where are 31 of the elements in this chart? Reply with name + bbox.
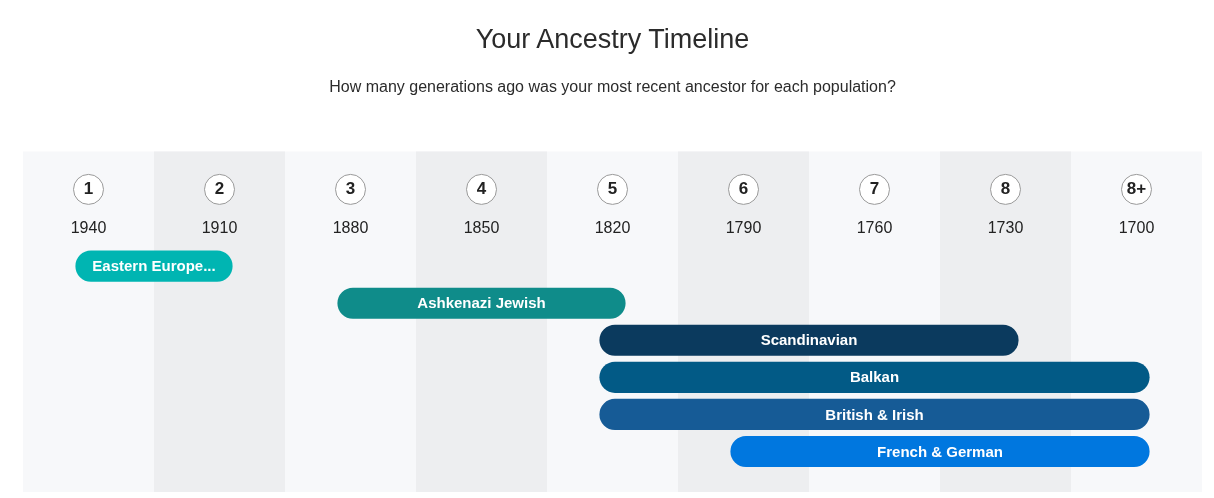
x-tick-label: 4	[476, 179, 487, 199]
x2-tick-label: 1790	[725, 218, 762, 236]
x2-tick-label: 1880	[332, 218, 369, 236]
x2-tick-label: 1760	[856, 218, 893, 236]
bar	[599, 361, 1150, 393]
x-tick-label: 8+	[1126, 179, 1147, 199]
bar	[337, 287, 626, 319]
x2-tick-label: 1700	[1118, 218, 1155, 236]
x-tick-label: 1	[83, 179, 94, 199]
x2-tick-label: 1730	[987, 218, 1024, 236]
y-tick-label: French & German	[877, 442, 1003, 460]
x-tick-label: 6	[738, 179, 749, 199]
x-tick-label: 3	[345, 179, 356, 199]
x2-tick-label: 1910	[201, 218, 238, 236]
y-tick-label: British & Irish	[825, 405, 924, 423]
y-tick-label: Scandinavian	[760, 331, 858, 349]
y-tick-label: Eastern Europe...	[92, 257, 216, 275]
x-tick-label: 5	[607, 179, 618, 199]
x-tick-label: 2	[214, 179, 225, 199]
chart-subtitle: How many generations ago was your most recent ancestor for each population?	[329, 78, 896, 96]
y-tick-label: Balkan	[849, 368, 900, 386]
y-tick-label: Ashkenazi Jewish	[417, 294, 546, 312]
x-tick-label: 7	[869, 179, 880, 199]
x2-tick-label: 1850	[463, 218, 500, 236]
bar	[599, 398, 1150, 430]
bar	[599, 324, 1019, 356]
x2-tick-label: 1940	[70, 218, 107, 236]
x-tick-label: 8	[1000, 179, 1011, 199]
chart-title: Your Ancestry Timeline	[475, 23, 750, 54]
x2-tick-label: 1820	[594, 218, 631, 236]
bar	[730, 435, 1150, 468]
